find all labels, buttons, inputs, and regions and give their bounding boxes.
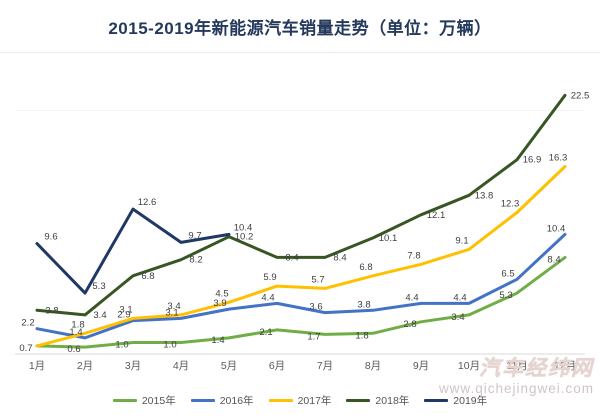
data-label: 1.0 [115, 340, 128, 351]
data-label: 9.6 [44, 232, 57, 243]
series-line-2018 [35, 93, 567, 317]
data-label: 8.4 [547, 254, 560, 265]
x-axis-label: 10月 [458, 360, 480, 372]
data-label: 3.8 [45, 305, 58, 316]
data-label: 12.6 [138, 197, 157, 208]
legend-label: 2019年 [453, 395, 488, 407]
plot-top-border [15, 110, 585, 111]
data-label: 10.4 [547, 223, 566, 234]
legend-item-2017: 2017年 [268, 393, 332, 408]
data-label: 3.6 [309, 302, 322, 313]
x-axis-label: 2月 [77, 360, 93, 372]
legend-line-swatch [268, 399, 293, 402]
data-label: 5.7 [311, 274, 324, 285]
watermark-logo: 汽车经纬网 [479, 357, 594, 380]
series-lines [35, 93, 567, 349]
data-label: 4.4 [405, 292, 418, 303]
data-label: 8.4 [285, 252, 298, 263]
x-axis-label: 12月 [554, 360, 576, 372]
data-label: 0.6 [67, 344, 80, 355]
legend-item-2019: 2019年 [424, 393, 487, 408]
data-label: 8.4 [333, 252, 346, 263]
data-label: 22.5 [571, 90, 590, 101]
data-label: 2.1 [259, 327, 272, 338]
legend-line-swatch [346, 399, 371, 402]
data-label: 3.8 [357, 299, 370, 310]
legend-item-2018: 2018年 [346, 393, 409, 408]
data-label: 12.1 [427, 210, 446, 221]
data-label: 9.1 [455, 235, 468, 246]
data-label: 3.4 [451, 312, 464, 323]
data-label: 2.8 [403, 319, 416, 330]
data-label: 4.5 [215, 288, 228, 299]
data-label: 5.3 [499, 290, 512, 301]
data-label: 5.9 [263, 272, 276, 283]
data-label: 5.3 [92, 281, 105, 292]
data-labels: 0.7 0.6 1.0 1.0 1.4 2.1 1.7 1.8 2.8 3.4 5.3 8.4 2.2 1… [19, 90, 589, 355]
x-axis-label: 8月 [365, 360, 381, 372]
legend-line-swatch [112, 399, 137, 402]
series-line-2015 [35, 255, 567, 349]
x-axis-label: 3月 [125, 360, 141, 372]
data-label: 10.4 [234, 222, 253, 233]
data-label: 4.4 [261, 292, 274, 303]
series-line-2019 [35, 207, 231, 295]
data-label: 16.9 [523, 155, 542, 166]
data-label: 3.1 [119, 304, 132, 315]
data-label: 4.4 [453, 292, 466, 303]
x-axis-labels: 1月 2月 3月 4月 5月 6月 7月 8月 9月 10月 11月 12月 [29, 360, 576, 372]
x-axis-label: 11月 [506, 360, 527, 372]
legend: 2015年 2016年 2017年 2018年 2019年 [0, 393, 600, 408]
x-axis-label: 1月 [29, 360, 45, 372]
data-label: 3.1 [165, 307, 178, 318]
data-label: 1.4 [69, 327, 82, 338]
data-label: 1.0 [163, 340, 176, 351]
legend-item-2016: 2016年 [190, 393, 254, 408]
data-label: 16.3 [549, 153, 568, 164]
data-label: 3.4 [93, 310, 106, 321]
data-label: 7.8 [407, 250, 420, 261]
legend-line-swatch [190, 399, 215, 402]
data-label: 13.8 [475, 190, 494, 201]
x-axis-label: 4月 [173, 360, 189, 372]
legend-label: 2015年 [141, 395, 176, 407]
data-label: 9.7 [188, 230, 201, 241]
x-axis-label: 9月 [413, 360, 429, 372]
data-label: 2.2 [21, 318, 34, 329]
legend-line-swatch [424, 399, 449, 402]
data-label: 3.9 [213, 298, 226, 309]
watermark-url: www.qichejingwei.com [438, 381, 594, 396]
data-label: 10.2 [235, 232, 254, 243]
legend-label: 2017年 [297, 395, 332, 407]
legend-label: 2016年 [219, 395, 254, 407]
chart-title: 2015-2019年新能源汽车销量走势（单位：万辆） [108, 19, 492, 38]
x-axis-label: 7月 [317, 360, 333, 372]
data-label: 1.7 [307, 331, 320, 342]
legend-label: 2018年 [375, 395, 410, 407]
data-label: 12.3 [501, 199, 520, 210]
data-label: 10.1 [379, 233, 398, 244]
data-label: 1.8 [355, 330, 368, 341]
data-label: 6.8 [141, 271, 154, 282]
x-axis-label: 6月 [269, 360, 285, 372]
legend-item-2015: 2015年 [112, 393, 176, 408]
series-line-2016 [35, 232, 567, 340]
data-label: 6.8 [359, 262, 372, 273]
data-label: 2.9 [117, 310, 130, 321]
data-label: 1.8 [71, 319, 84, 330]
data-label: 6.5 [501, 268, 514, 279]
title-divider [0, 52, 600, 53]
data-label: 3.4 [167, 301, 180, 312]
data-label: 0.7 [19, 343, 32, 354]
series-line-2017 [35, 165, 567, 348]
data-label: 1.4 [211, 335, 224, 346]
data-label: 8.2 [189, 255, 202, 266]
x-axis-label: 5月 [221, 360, 237, 372]
